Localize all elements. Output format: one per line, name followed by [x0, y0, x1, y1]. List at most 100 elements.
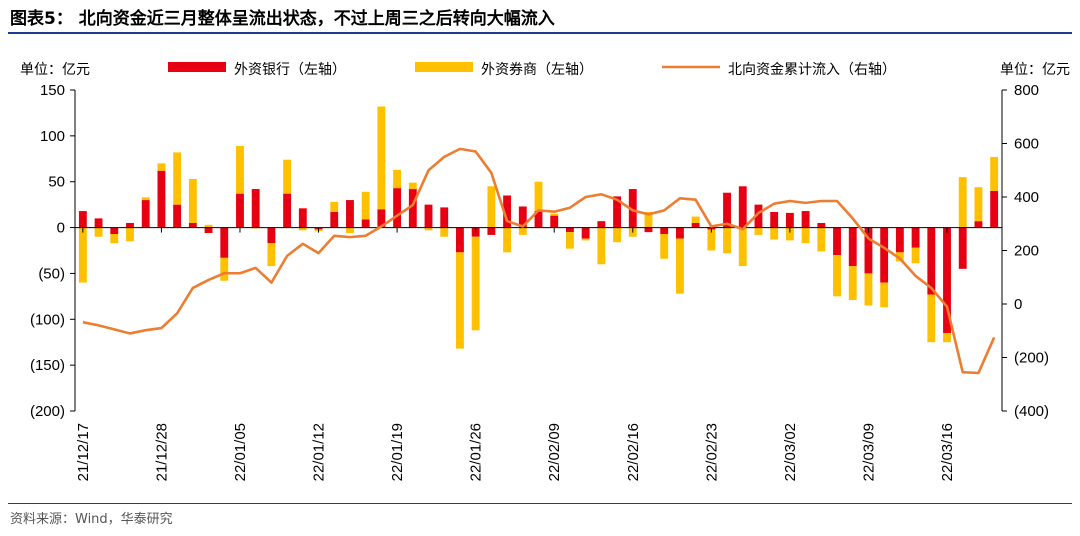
left-tick-label-7: (200): [30, 403, 65, 420]
bar-broker-50: [864, 273, 873, 306]
source-note: 资料来源：Wind，华泰研究: [10, 512, 173, 527]
x-tick-label-2: 22/01/05: [232, 423, 249, 481]
bar-bank-20: [393, 188, 402, 228]
bar-broker-0: [78, 227, 87, 283]
bar-broker-56: [958, 177, 967, 228]
bar-bank-24: [456, 227, 464, 253]
left-tick-label-6: (150): [30, 357, 65, 374]
bar-bank-23: [440, 207, 449, 228]
bar-broker-45: [785, 227, 794, 241]
x-tick-label-9: 22/03/02: [782, 423, 799, 481]
bar-broker-55: [943, 333, 951, 343]
bar-bank-53: [911, 227, 920, 248]
bar-broker-2: [110, 233, 119, 244]
bar-bank-26: [487, 227, 496, 235]
bar-broker-8: [204, 224, 213, 228]
left-tick-label-0: 150: [40, 82, 65, 99]
bar-broker-14: [298, 227, 307, 231]
legend-label-cumulative: 北向资金累计流入（右轴）: [728, 62, 896, 78]
bar-bank-19: [377, 209, 386, 228]
bar-bank-14: [298, 208, 307, 228]
bar-bank-17: [346, 200, 354, 228]
bar-broker-53: [911, 247, 920, 264]
bar-broker-18: [361, 191, 370, 220]
bar-broker-17: [346, 227, 354, 234]
bar-broker-13: [283, 159, 292, 194]
bar-broker-22: [424, 227, 433, 231]
bar-broker-58: [990, 156, 999, 191]
bar-broker-40: [707, 229, 716, 251]
bar-bank-51: [880, 227, 889, 283]
bar-bank-38: [675, 227, 684, 239]
bar-broker-28: [518, 227, 527, 235]
x-tick-label-6: 22/02/09: [546, 423, 563, 481]
x-tick-label-8: 22/02/23: [703, 423, 720, 481]
bar-bank-9: [220, 227, 229, 258]
bar-broker-16: [330, 201, 339, 212]
x-tick-label-1: 21/12/28: [153, 423, 170, 481]
bar-broker-20: [393, 169, 402, 189]
bar-bank-50: [864, 227, 873, 274]
bar-bank-0: [78, 211, 87, 228]
bar-broker-37: [660, 233, 669, 259]
right-tick-label-6: (400): [1014, 403, 1049, 420]
bar-bank-54: [927, 227, 936, 295]
x-tick-label-3: 22/01/12: [311, 423, 328, 481]
x-tick-label-10: 22/03/09: [860, 423, 877, 481]
bar-broker-57: [974, 187, 983, 222]
bar-bank-55: [943, 227, 951, 334]
bar-bank-31: [566, 227, 574, 233]
legend-swatch-bank: [168, 62, 226, 72]
bar-bank-4: [141, 200, 150, 228]
bar-broker-42: [738, 227, 747, 267]
bar-bank-11: [251, 189, 260, 228]
bar-broker-5: [157, 163, 166, 171]
bar-broker-4: [141, 197, 150, 201]
bar-broker-24: [456, 252, 464, 349]
bar-bank-32: [581, 227, 590, 239]
bar-broker-44: [770, 227, 779, 240]
bar-bank-29: [534, 211, 543, 228]
right-tick-label-0: 800: [1014, 82, 1039, 99]
bar-bank-37: [660, 227, 669, 234]
bar-layer: [78, 106, 999, 349]
legend-swatch-broker: [415, 62, 473, 72]
bar-bank-1: [94, 218, 103, 228]
bar-bank-10: [236, 193, 244, 228]
bar-bank-47: [817, 222, 826, 228]
bar-bank-34: [613, 196, 621, 228]
bar-bank-27: [503, 195, 512, 228]
title-rule: [8, 32, 1072, 34]
bar-broker-10: [236, 145, 244, 194]
bar-broker-23: [440, 227, 449, 237]
left-tick-label-4: (50): [38, 265, 65, 282]
bar-broker-31: [566, 232, 574, 249]
bar-broker-48: [833, 255, 841, 297]
bar-broker-30: [550, 213, 559, 216]
bar-broker-38: [675, 238, 684, 294]
x-tick-label-4: 22/01/19: [389, 423, 406, 481]
bar-broker-36: [644, 211, 653, 228]
bar-broker-12: [267, 243, 276, 267]
bar-bank-7: [188, 222, 197, 228]
right-tick-label-1: 600: [1014, 136, 1039, 153]
bar-broker-1: [94, 227, 103, 237]
bar-bank-42: [738, 186, 747, 228]
bar-broker-26: [487, 186, 496, 228]
bar-bank-57: [974, 221, 983, 228]
legend-label-bank: 外资银行（左轴）: [234, 62, 346, 78]
bottom-rule: [8, 503, 1072, 504]
bar-bank-33: [597, 221, 606, 228]
bar-broker-27: [503, 227, 512, 253]
bar-broker-51: [880, 282, 889, 308]
legend-label-broker: 外资券商（左轴）: [481, 62, 593, 78]
bar-bank-18: [361, 219, 370, 228]
right-tick-label-4: 0: [1014, 296, 1022, 313]
bar-bank-52: [895, 227, 904, 253]
bar-bank-12: [267, 227, 276, 244]
x-tick-label-5: 22/01/26: [468, 423, 485, 481]
bar-bank-43: [754, 204, 763, 228]
bar-broker-32: [581, 238, 590, 241]
bar-bank-41: [723, 192, 731, 228]
